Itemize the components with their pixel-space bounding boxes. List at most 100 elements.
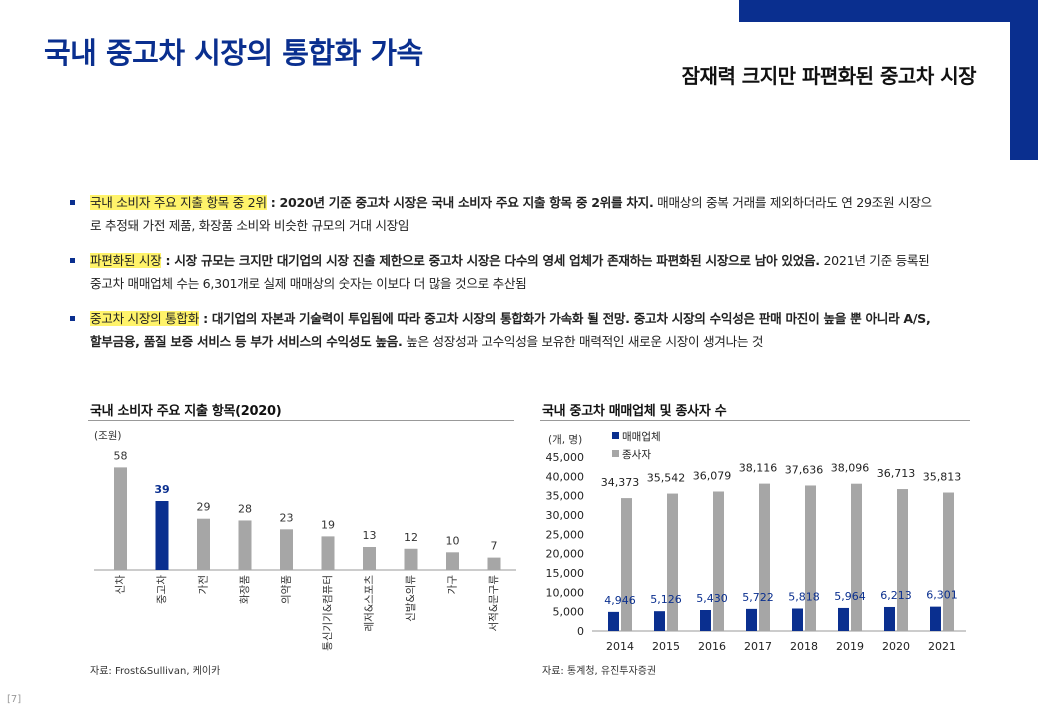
- x-tick-label: 2021: [928, 640, 956, 653]
- bullet-bold-text: : 시장 규모는 크지만 대기업의 시장 진출 제한으로 중고차 시장은 다수의…: [161, 253, 821, 268]
- page-title: 국내 중고차 시장의 통합화 가속: [44, 36, 423, 70]
- bar-firms: [746, 608, 757, 631]
- y-tick-label: 15,000: [546, 567, 585, 580]
- x-tick-label: 2014: [606, 640, 634, 653]
- right-chart-title-rule: [540, 420, 970, 421]
- legend-swatch: [612, 432, 619, 439]
- x-tick-label: 2017: [744, 640, 772, 653]
- bullet-marker: [70, 316, 75, 321]
- bullet-highlight: 국내 소비자 주요 지출 항목 중 2위: [90, 195, 267, 210]
- bar: [238, 520, 252, 570]
- data-label-firms: 5,722: [742, 591, 774, 604]
- bar-employees: [805, 485, 816, 631]
- bar: [114, 467, 127, 570]
- right-chart-title: 국내 중고차 매매업체 및 종사자 수: [542, 404, 727, 419]
- data-label: 10: [446, 534, 460, 547]
- x-tick-label: 2019: [836, 640, 864, 653]
- legend-label: 매매업체: [622, 430, 661, 443]
- data-label-employees: 38,116: [739, 462, 778, 475]
- corner-decoration-right: [1010, 0, 1038, 160]
- data-label: 23: [280, 511, 294, 524]
- data-label: 19: [321, 518, 335, 531]
- y-tick-label: 5,000: [553, 606, 585, 619]
- bar: [446, 552, 459, 570]
- x-tick-label: 2015: [652, 640, 680, 653]
- data-label-employees: 35,542: [647, 472, 686, 485]
- y-tick-label: 10,000: [546, 586, 585, 599]
- data-label-firms: 5,126: [650, 593, 682, 606]
- bar: [321, 536, 335, 570]
- bar-firms: [654, 611, 665, 631]
- y-tick-label: 0: [577, 625, 584, 638]
- bar: [155, 501, 169, 570]
- bar-employees: [621, 498, 632, 631]
- data-label-employees: 34,373: [601, 476, 640, 489]
- bullet-highlight: 중고차 시장의 통합화: [90, 311, 199, 326]
- y-tick-label: 20,000: [546, 548, 585, 561]
- data-label-firms: 4,946: [604, 594, 636, 607]
- legend-label: 종사자: [622, 449, 651, 461]
- bullet-item: 파편화된 시장 : 시장 규모는 크지만 대기업의 시장 진출 제한으로 중고차…: [70, 249, 940, 295]
- bar-employees: [897, 489, 908, 631]
- legend-swatch: [612, 450, 619, 457]
- right-chart-source: 자료: 통계청, 유진투자증권: [542, 666, 657, 677]
- bar-employees: [713, 491, 724, 631]
- left-chart-source: 자료: Frost&Sullivan, 케이카: [90, 666, 221, 677]
- category-label: 신차: [115, 575, 127, 595]
- right-bar-chart: 0 5,000 10,000 15,000 20,000 25,000 30,000 35,0…: [546, 430, 966, 653]
- x-tick-label: 2020: [882, 640, 910, 653]
- data-label-employees: 36,713: [877, 467, 916, 480]
- bullet-text: 높은 성장성과 고수익성을 보유한 매력적인 새로운 시장이 생겨나는 것: [402, 334, 764, 349]
- data-label-firms: 5,430: [696, 592, 728, 605]
- category-label: 가구: [447, 575, 459, 595]
- left-chart-title-rule: [88, 420, 514, 421]
- data-label-employees: 36,079: [693, 469, 732, 482]
- data-label-employees: 35,813: [923, 471, 962, 484]
- category-label: 중고차: [156, 575, 168, 604]
- y-tick-label: 30,000: [546, 509, 585, 522]
- bar-employees: [759, 483, 770, 631]
- left-chart-unit: (조원): [94, 430, 122, 442]
- bar-firms: [700, 610, 711, 631]
- bullet-highlight: 파편화된 시장: [90, 253, 162, 268]
- bar-firms: [930, 606, 941, 631]
- right-chart-unit: (개, 명): [548, 434, 583, 446]
- page-subtitle: 잠재력 크지만 파편화된 중고차 시장: [681, 64, 977, 88]
- bullet-item: 국내 소비자 주요 지출 항목 중 2위 : 2020년 기준 중고차 시장은 …: [70, 191, 940, 237]
- bar: [197, 518, 210, 570]
- data-label: 7: [491, 540, 498, 553]
- data-label: 13: [363, 529, 377, 542]
- data-label-employees: 38,096: [831, 462, 870, 475]
- data-label-firms: 6,301: [926, 589, 958, 602]
- category-label: 화장품: [239, 575, 251, 604]
- data-label-employees: 37,636: [785, 463, 824, 476]
- bullet-text: 매매상의 중복 거래를 제외하더라도 연 29조원 시장으로 추정돼 가전 제품…: [90, 195, 932, 233]
- bullet-bold-text: : 2020년 기준 중고차 시장은 국내 소비자 주요 지출 항목 중 2위를…: [266, 195, 654, 210]
- left-bar-chart: 58 신차 39 중고차 29 가전 28 화장품 23 의약품 19 통신기기&컴퓨터 13 레저&스포…: [94, 449, 516, 651]
- bullet-item: 중고차 시장의 통합화 : 대기업의 자본과 기술력이 투입됨에 따라 중고차 …: [70, 307, 940, 353]
- category-label: 레저&스포츠: [364, 575, 376, 632]
- data-label: 28: [238, 502, 252, 515]
- y-tick-label: 25,000: [546, 528, 585, 541]
- bar: [363, 547, 376, 570]
- y-tick-label: 40,000: [546, 470, 585, 483]
- bar-firms: [884, 606, 895, 631]
- corner-decoration-top: [739, 0, 1038, 22]
- bullet-marker: [70, 200, 75, 205]
- x-tick-label: 2018: [790, 640, 818, 653]
- data-label: 12: [404, 531, 418, 544]
- category-label: 서적&문구류: [488, 575, 500, 632]
- bullet-marker: [70, 258, 75, 263]
- category-label: 신발&의류: [405, 575, 417, 622]
- left-chart-title: 국내 소비자 주요 지출 항목(2020): [90, 404, 282, 419]
- category-label: 통신기기&컴퓨터: [322, 575, 334, 651]
- data-label: 29: [197, 501, 211, 514]
- data-label: 58: [114, 449, 128, 462]
- bar-employees: [667, 493, 678, 631]
- bar-firms: [838, 607, 849, 631]
- bar-employees: [943, 492, 954, 631]
- category-label: 의약품: [281, 575, 293, 604]
- bar-firms: [608, 611, 619, 631]
- y-tick-label: 35,000: [546, 490, 585, 503]
- bullet-list: 국내 소비자 주요 지출 항목 중 2위 : 2020년 기준 중고차 시장은 …: [70, 191, 940, 365]
